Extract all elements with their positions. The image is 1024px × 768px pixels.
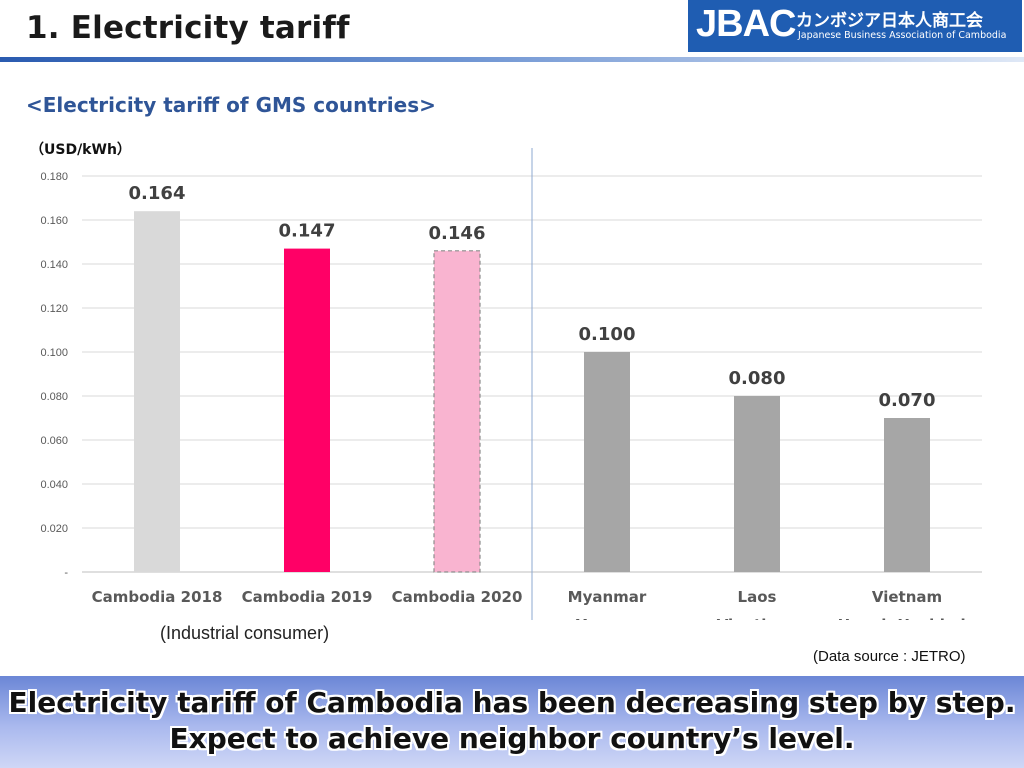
bar — [584, 352, 630, 572]
logo-mark: JBAC — [696, 3, 796, 45]
message-banner: Electricity tariff of Cambodia has been … — [0, 676, 1024, 768]
y-tick-label: 0.140 — [40, 259, 68, 271]
jbac-logo: JBAC カンボジア日本人商工会 Japanese Business Assoc… — [688, 0, 1022, 52]
category-label: Vietnam — [872, 588, 942, 606]
banner-line-2: Expect to achieve neighbor country’s lev… — [169, 722, 855, 755]
data-label: 0.080 — [729, 368, 786, 389]
y-tick-label: 0.060 — [40, 435, 68, 447]
bar-chart: - 0.020 0.040 0.060 0.080 0.100 0.120 0.140 0.16… — [40, 148, 982, 620]
category-label: Vientiane — [717, 616, 798, 620]
y-tick-label: - — [64, 567, 68, 579]
data-label: 0.147 — [279, 221, 336, 242]
y-tick-label: 0.040 — [40, 479, 68, 491]
bar — [134, 211, 180, 572]
category-label: Yangon — [575, 616, 638, 620]
y-tick-label: 0.080 — [40, 391, 68, 403]
category-label: Myanmar — [568, 588, 647, 606]
category-labels: Cambodia 2018 Cambodia 2019 Cambodia 2020 M… — [92, 588, 977, 620]
chart-subtitle: <Electricity tariff of GMS countries> — [26, 93, 436, 117]
bars — [134, 211, 930, 573]
data-source: (Data source : JETRO) — [813, 648, 966, 665]
data-label: 0.070 — [879, 390, 936, 411]
category-label: Hanoi, Hochimin — [838, 616, 977, 620]
category-label: Cambodia 2018 — [92, 588, 223, 606]
y-tick-label: 0.160 — [40, 215, 68, 227]
bar — [284, 248, 330, 572]
data-label: 0.146 — [429, 223, 486, 244]
y-tick-label: 0.120 — [40, 303, 68, 315]
category-label: Laos — [738, 588, 777, 606]
banner-line-1: Electricity tariff of Cambodia has been … — [8, 686, 1016, 719]
logo-japanese-name: カンボジア日本人商工会 — [796, 11, 983, 31]
bar — [433, 250, 481, 573]
logo-english-name: Japanese Business Association of Cambodi… — [798, 30, 1007, 41]
category-label: Cambodia 2020 — [392, 588, 523, 606]
data-label: 0.100 — [579, 324, 636, 345]
group-note: (Industrial consumer) — [160, 623, 330, 643]
header-rule — [0, 57, 1024, 62]
bar — [884, 418, 930, 572]
unit-label: （USD/kWh） — [30, 142, 131, 158]
data-label: 0.164 — [129, 183, 186, 204]
category-label: Cambodia 2019 — [242, 588, 373, 606]
y-axis-ticks: - 0.020 0.040 0.060 0.080 0.100 0.120 0.140 0.16… — [40, 171, 68, 579]
bar — [734, 396, 780, 572]
y-tick-label: 0.180 — [40, 171, 68, 183]
page-title: 1. Electricity tariff — [26, 10, 350, 46]
y-tick-label: 0.100 — [40, 347, 68, 359]
data-labels: 0.164 0.147 0.146 0.100 0.080 0.070 — [129, 183, 936, 411]
y-tick-label: 0.020 — [40, 523, 68, 535]
header: 1. Electricity tariff JBAC カンボジア日本人商工会 J… — [0, 0, 1024, 62]
